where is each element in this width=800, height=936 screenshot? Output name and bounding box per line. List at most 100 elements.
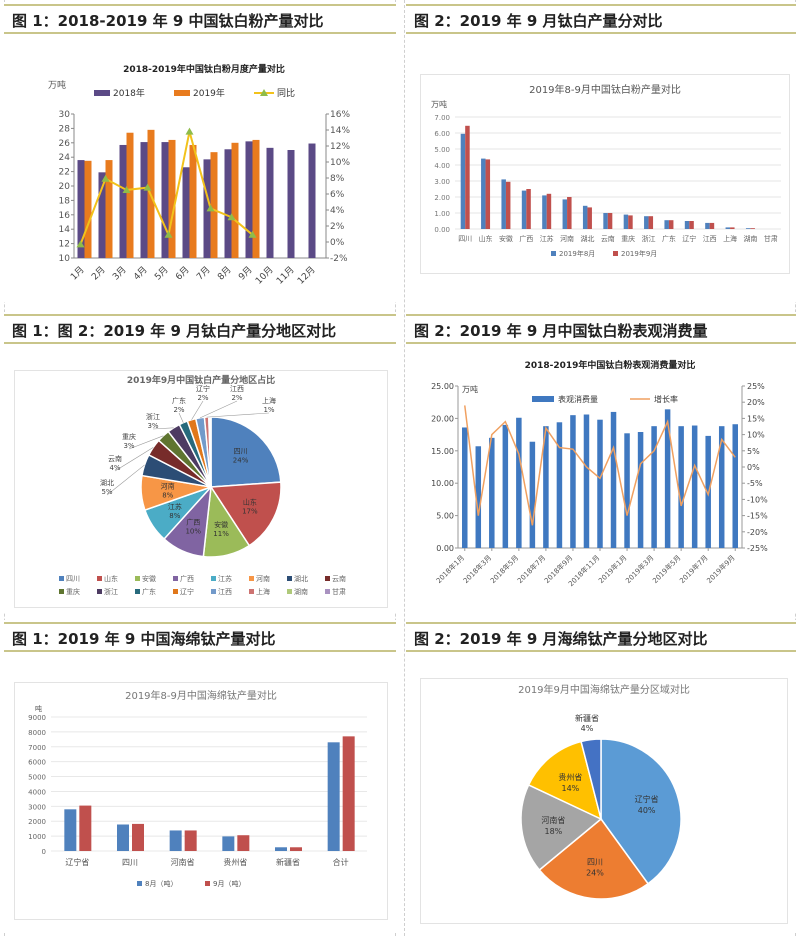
leader-line: [152, 427, 174, 430]
x-tick-label: 河南省: [171, 857, 195, 867]
bar-2018年: [182, 167, 190, 258]
legend-label: 浙江: [104, 587, 118, 596]
panel-title: 图 2：2019 年 9 月钛白产量分对比: [406, 4, 796, 34]
bar-2019年9月: [709, 222, 715, 229]
bar-consumption: [732, 424, 738, 548]
bar-2019年8月: [745, 228, 751, 229]
bar-2019年8月: [542, 195, 547, 229]
x-tick-label: 8月: [215, 264, 233, 282]
bar-consumption: [610, 411, 617, 548]
y-tick-label: 4000: [28, 788, 46, 796]
legend-label: 同比: [277, 87, 295, 99]
legend-label: 云南: [332, 574, 346, 583]
pie-slice-甘肃: [209, 416, 212, 488]
x-tick-label: 4月: [131, 264, 149, 282]
bar-consumption: [718, 426, 725, 548]
slice-percent: 14%: [562, 784, 580, 793]
y-axis-label: 万吨: [48, 79, 66, 91]
bar-2018年: [119, 144, 127, 258]
bar-2019年8月: [644, 216, 649, 229]
bar-2019年: [105, 160, 113, 258]
y-tick-label: 4.00: [434, 162, 450, 170]
y-tick-label: 1.00: [434, 210, 450, 218]
bar-2019年9月: [465, 125, 470, 229]
y-tick-label: 5.00: [434, 146, 450, 154]
slice-label: 上海: [262, 396, 276, 405]
leader-line: [191, 400, 204, 420]
slice-label: 贵州省: [558, 772, 582, 782]
bar-2019年9月: [485, 159, 491, 229]
y-tick-label: 8000: [28, 729, 46, 737]
y-tick-label: 20: [59, 182, 71, 192]
legend-marker-yoy: [260, 89, 268, 96]
y-tick-label: 2.00: [434, 194, 450, 202]
slice-label: 广西: [186, 518, 200, 527]
legend-swatch: [97, 576, 102, 581]
y2-tick-label: 0%: [747, 463, 760, 472]
legend-swatch: [173, 576, 178, 581]
y2-tick-label: -2%: [330, 254, 348, 264]
bar-2019年: [126, 132, 134, 258]
leader-line: [106, 464, 145, 496]
y-tick-label: 30: [59, 110, 71, 120]
bar-2019年9月: [730, 227, 735, 229]
slice-percent: 11%: [213, 530, 229, 538]
x-tick-label: 7月: [194, 264, 212, 282]
slice-label: 四川: [234, 447, 248, 455]
x-tick-label: 12月: [295, 264, 317, 286]
bar-2018年: [77, 160, 85, 258]
slice-label: 辽宁: [196, 384, 210, 393]
bar-2019年9月: [648, 216, 654, 229]
bar-consumption: [462, 427, 468, 548]
y2-tick-label: 0%: [330, 238, 345, 248]
y-tick-label: 22: [59, 168, 70, 178]
x-tick-label: 2019年9月: [705, 553, 737, 585]
x-tick-label: 安徽: [499, 234, 513, 243]
x-tick-label: 合计: [333, 857, 349, 867]
y2-tick-label: 16%: [330, 110, 350, 120]
legend-label: 山东: [104, 574, 118, 583]
marker-yoy: [143, 183, 152, 191]
y-tick-label: 6.00: [434, 130, 450, 138]
legend-label: 甘肃: [332, 587, 346, 596]
bar-consumption: [678, 426, 684, 548]
legend-label: 湖北: [294, 574, 308, 583]
chart-title: 2019年9月中国钛白产量分地区占比: [127, 374, 275, 386]
bar-2019年: [168, 139, 176, 258]
slice-label: 浙江: [146, 412, 160, 421]
bar-2018年: [203, 159, 211, 258]
bar-2019年8月: [623, 214, 629, 229]
slice-label: 辽宁省: [635, 794, 659, 804]
bar-2019年8月: [705, 222, 710, 229]
bar-2019年9月: [546, 193, 552, 229]
bar-consumption: [502, 424, 509, 548]
legend-swatch: [97, 589, 102, 594]
legend-swatch-consumption: [532, 396, 554, 402]
pie-slice-贵州省: [527, 740, 603, 821]
y-tick-label: 2000: [28, 818, 46, 826]
y2-tick-label: 10%: [330, 158, 350, 168]
bar-2019年9月: [668, 220, 674, 229]
x-tick-label: 贵州省: [223, 857, 247, 867]
bar-2019年9月: [689, 221, 694, 229]
bar-9月（吨）: [342, 736, 355, 851]
x-tick-label: 四川: [458, 235, 472, 243]
bar-2019年8月: [460, 133, 466, 229]
legend-label: 四川: [66, 575, 80, 583]
x-tick-label: 重庆: [621, 234, 635, 243]
panel-title: 图 2：2019 年 9 月海绵钛产量分地区对比: [406, 622, 796, 652]
x-tick-label: 辽宁省: [65, 857, 89, 867]
slice-percent: 17%: [242, 507, 258, 515]
bar-2019年8月: [481, 158, 486, 229]
y-tick-label: 18: [59, 196, 71, 206]
pie-slice-新疆省: [580, 738, 602, 820]
slice-label: 新疆省: [575, 713, 599, 723]
panel-titanium-dioxide-monthly: 图 1：2018-2019 年 9 中国钛白粉产量对比 2018-2019年中国…: [4, 2, 396, 302]
line-growth-rate: [464, 405, 736, 526]
slice-label: 江苏: [168, 502, 182, 511]
slice-percent: 8%: [169, 512, 180, 520]
y-tick-label: 3.00: [434, 178, 450, 186]
bar-consumption: [651, 426, 657, 548]
